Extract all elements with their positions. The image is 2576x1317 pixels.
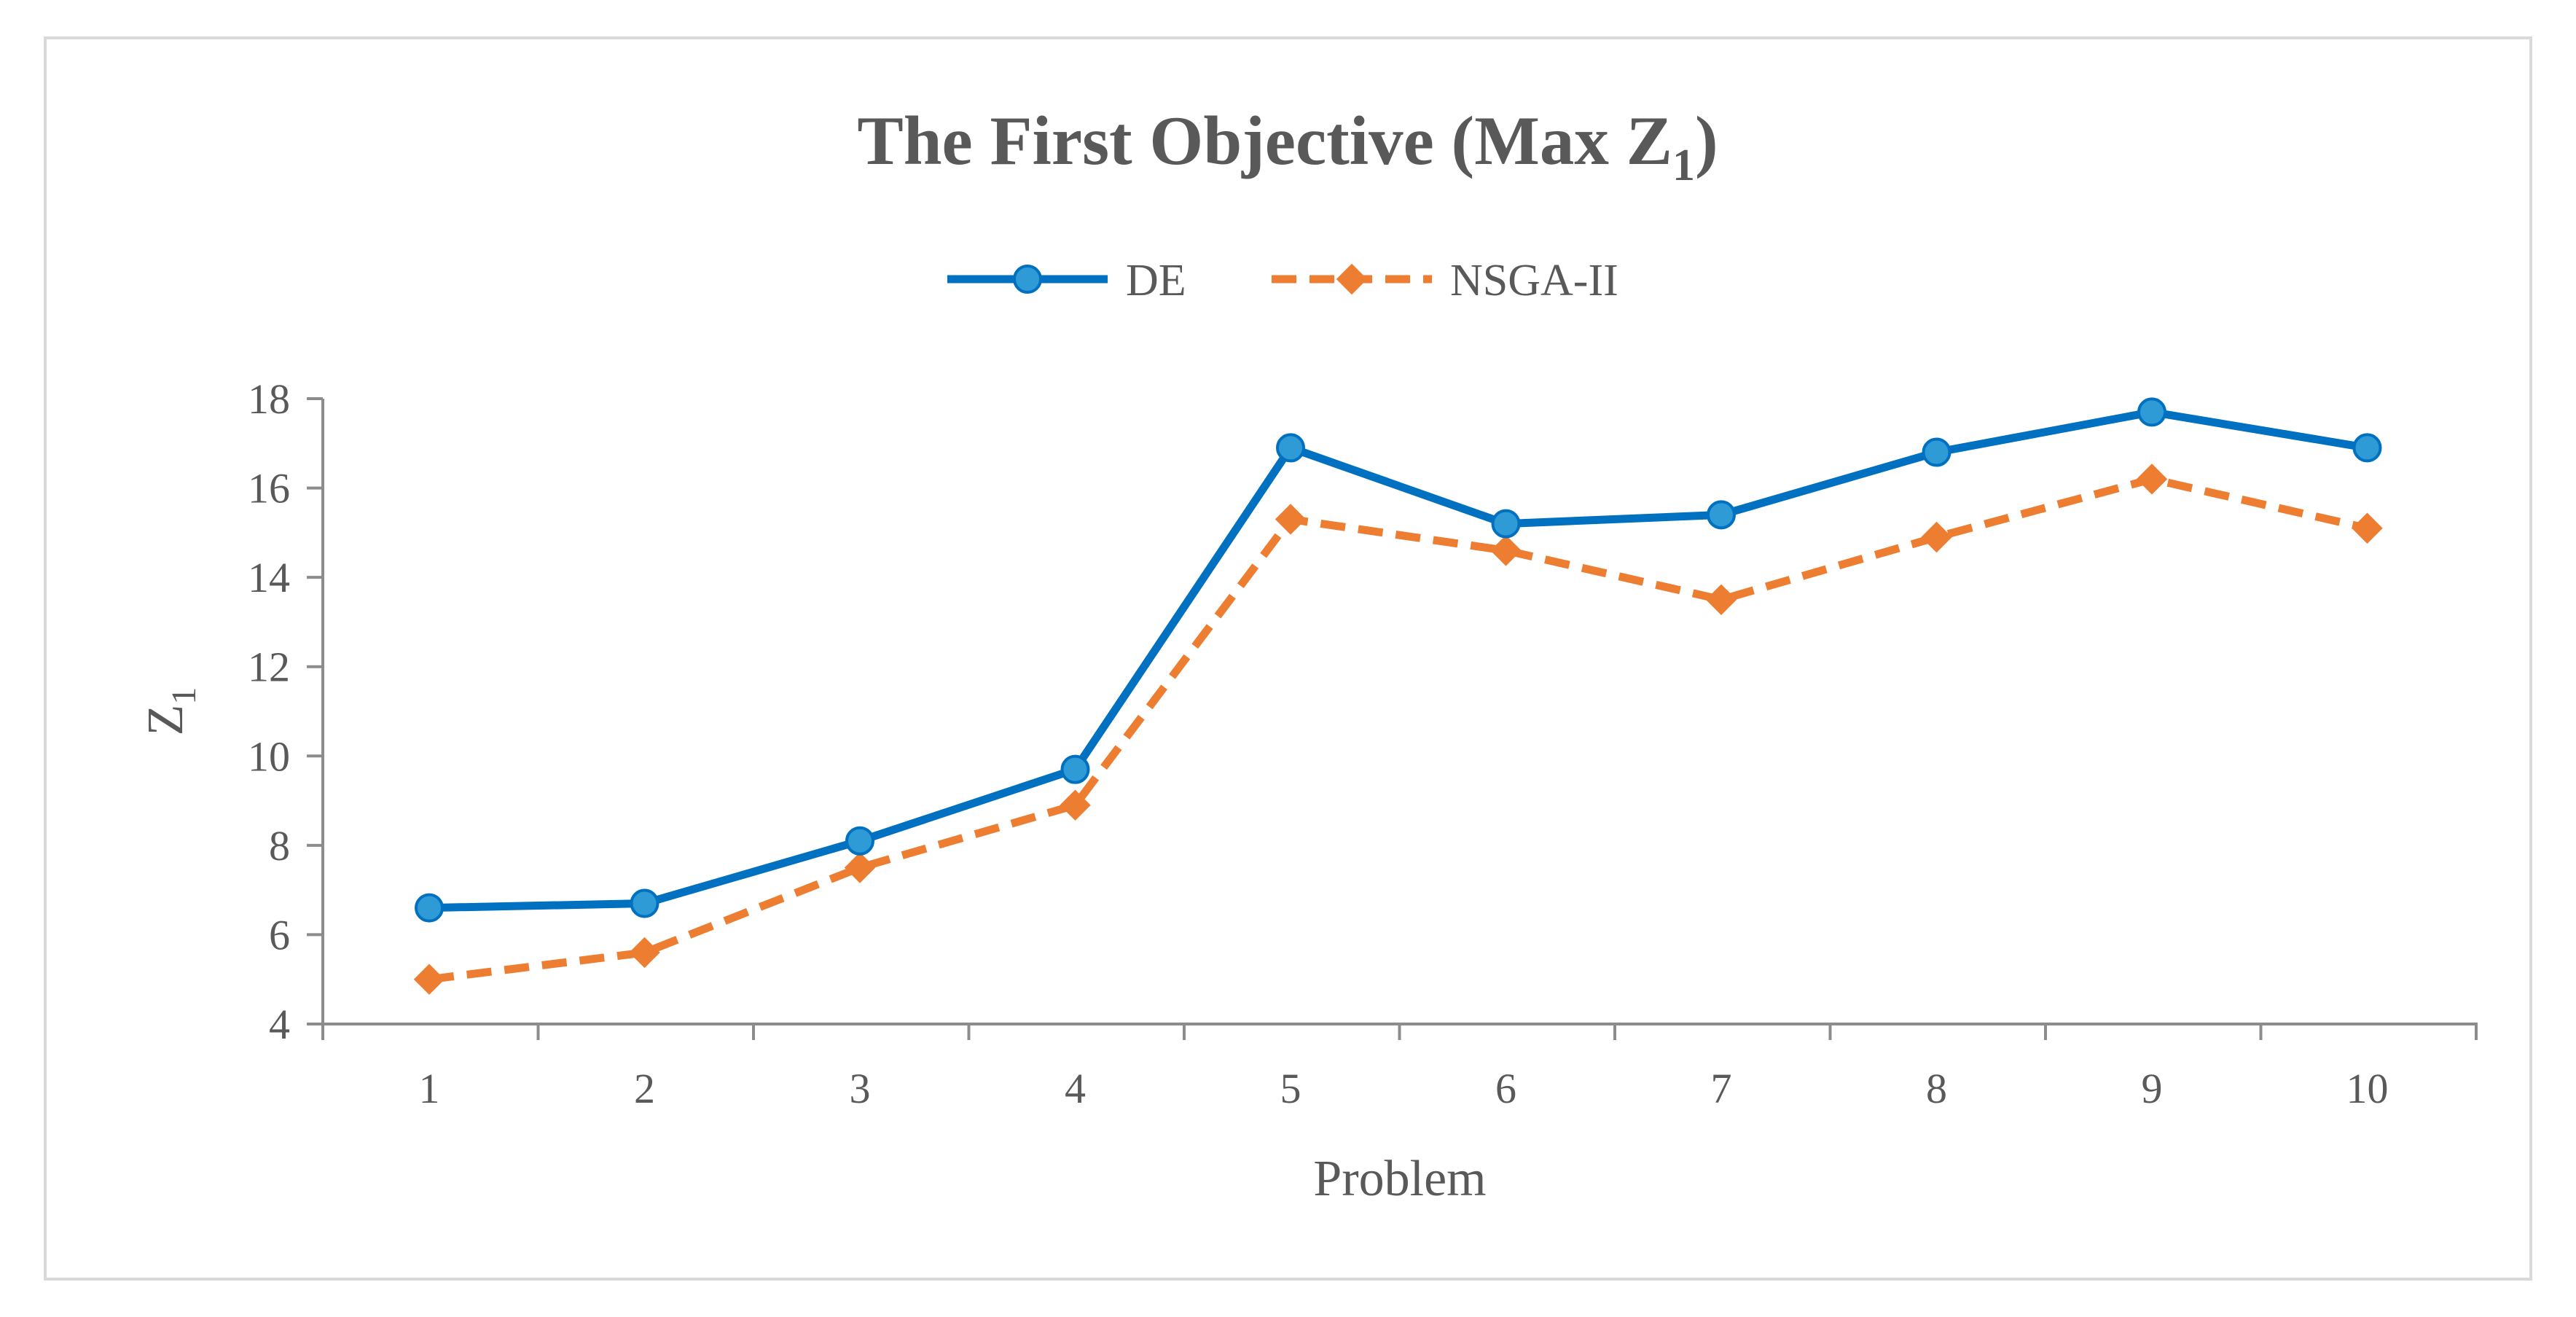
data-point-nsga-ii bbox=[844, 852, 876, 883]
series-de bbox=[415, 397, 2382, 923]
y-tick-label: 16 bbox=[248, 465, 290, 512]
legend-de-label: DE bbox=[1126, 256, 1186, 305]
x-tick-label: 1 bbox=[419, 1065, 440, 1112]
data-point-de bbox=[415, 893, 444, 923]
y-axis-label-main: Z bbox=[138, 705, 194, 736]
legend-de-marker bbox=[1013, 265, 1042, 294]
y-axis-label-subscript: 1 bbox=[165, 687, 203, 705]
legend-nsga-marker bbox=[1336, 263, 1368, 295]
chart-title-main: The First Objective (Max Z bbox=[857, 102, 1672, 179]
data-point-nsga-ii bbox=[2352, 512, 2383, 544]
series-line-nsga-ii bbox=[428, 474, 2368, 984]
data-point-nsga-ii bbox=[1060, 789, 1091, 821]
y-tick-label: 4 bbox=[269, 1001, 290, 1048]
chart-title: The First Objective (Max Z1) bbox=[857, 102, 1718, 190]
data-point-nsga-ii bbox=[1490, 535, 1522, 566]
legend-item-nsga: NSGA-II bbox=[1272, 256, 1618, 305]
y-ticks: 4 6 8 10 12 14 16 18 bbox=[248, 375, 323, 1048]
data-point-nsga-ii bbox=[1705, 584, 1737, 615]
y-tick-label: 18 bbox=[248, 375, 290, 423]
x-tick-label: 7 bbox=[1711, 1065, 1732, 1112]
x-ticks: 1 2 3 4 5 6 7 8 9 10 bbox=[321, 1024, 2478, 1112]
x-tick-label: 4 bbox=[1065, 1065, 1086, 1112]
x-tick-label: 8 bbox=[1926, 1065, 1947, 1112]
data-point-nsga-ii bbox=[629, 937, 660, 969]
legend-item-de: DE bbox=[947, 256, 1186, 305]
series-line-de bbox=[428, 407, 2368, 912]
data-point-de bbox=[2352, 433, 2382, 463]
chart-title-subscript: 1 bbox=[1672, 141, 1695, 190]
data-point-de bbox=[1276, 433, 1305, 463]
x-axis-label: Problem bbox=[1313, 1151, 1486, 1207]
y-tick-label: 8 bbox=[269, 822, 290, 869]
data-point-de bbox=[1060, 754, 1090, 784]
data-point-nsga-ii bbox=[1275, 504, 1307, 535]
data-point-nsga-ii bbox=[413, 964, 445, 995]
chart-frame bbox=[44, 36, 2532, 1281]
y-tick-label: 12 bbox=[248, 644, 290, 691]
x-tick-label: 6 bbox=[1495, 1065, 1516, 1112]
data-point-de bbox=[1491, 509, 1521, 539]
y-axis-label: Z1 bbox=[138, 687, 203, 736]
x-tick-label: 3 bbox=[850, 1065, 871, 1112]
legend: DE NSGA-II bbox=[947, 256, 1618, 305]
data-point-de bbox=[2137, 397, 2166, 427]
x-tick-label: 10 bbox=[2346, 1065, 2389, 1112]
series-layer bbox=[413, 397, 2383, 995]
x-tick-label: 5 bbox=[1280, 1065, 1301, 1112]
data-point-de bbox=[845, 826, 874, 856]
data-point-de bbox=[1707, 500, 1736, 530]
chart-title-suffix: ) bbox=[1695, 102, 1718, 179]
y-tick-label: 14 bbox=[248, 554, 290, 601]
y-tick-label: 10 bbox=[248, 732, 290, 780]
data-point-de bbox=[1922, 437, 1951, 467]
x-tick-label: 9 bbox=[2142, 1065, 2163, 1112]
data-point-nsga-ii bbox=[2136, 464, 2168, 495]
data-point-nsga-ii bbox=[1921, 521, 1952, 553]
data-point-de bbox=[630, 888, 659, 918]
legend-nsga-label: NSGA-II bbox=[1450, 256, 1618, 305]
y-tick-label: 6 bbox=[269, 911, 290, 958]
x-tick-label: 2 bbox=[634, 1065, 655, 1112]
series-nsga-ii bbox=[413, 464, 2383, 995]
